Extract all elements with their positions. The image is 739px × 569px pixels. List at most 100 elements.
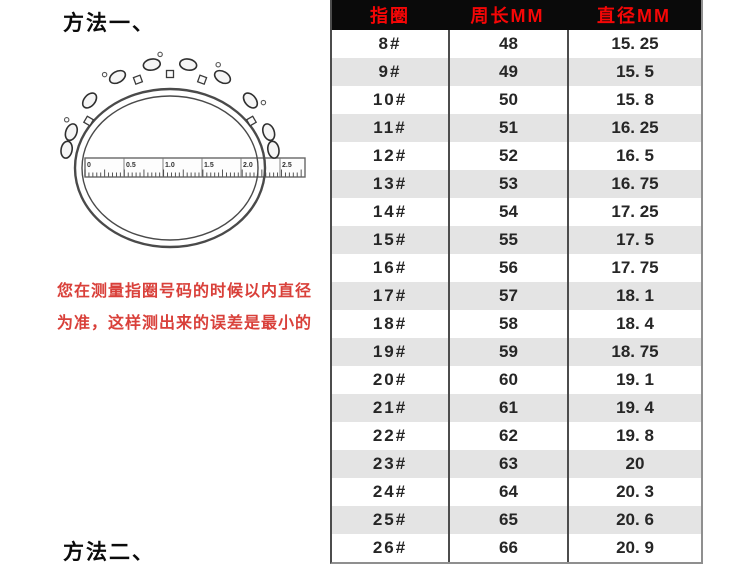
svg-text:0: 0: [87, 162, 91, 169]
diameter-cell: 16. 5: [567, 142, 701, 170]
note-line-2: 为准，这样测出来的误差是最小的: [57, 315, 313, 332]
ruler-cells: 0 0.5 1.0 1.5 2.0 2.5: [87, 158, 292, 177]
ruler: 0 0.5 1.0 1.5 2.0 2.5: [84, 157, 306, 178]
ring-with-ruler-illustration: 0 0.5 1.0 1.5 2.0 2.5: [60, 51, 306, 249]
diameter-cell: 20: [567, 450, 701, 478]
svg-text:1.5: 1.5: [204, 162, 214, 169]
ring-size-cell: 18#: [372, 314, 408, 333]
diameter-cell: 16. 75: [567, 170, 701, 198]
ring-size-cell: 23#: [372, 454, 408, 473]
circumference-cell: 61: [448, 394, 567, 422]
table-row: 11# 51 16. 25: [332, 114, 701, 142]
diameter-cell: 18. 1: [567, 282, 701, 310]
table-row: 10# 50 15. 8: [332, 86, 701, 114]
method-one-heading: 方法一、: [63, 12, 155, 35]
ring-size-cell: 9#: [378, 62, 402, 81]
circumference-cell: 51: [448, 114, 567, 142]
diameter-cell: 17. 75: [567, 254, 701, 282]
circumference-cell: 48: [448, 30, 567, 58]
circumference-cell: 53: [448, 170, 567, 198]
table-row: 8# 48 15. 25: [332, 30, 701, 58]
circumference-cell: 66: [448, 534, 567, 562]
method-two-heading: 方法二、: [63, 541, 155, 564]
table-row: 25# 65 20. 6: [332, 506, 701, 534]
diameter-cell: 18. 4: [567, 310, 701, 338]
ring-size-cell: 24#: [372, 482, 408, 501]
header-diameter: 直径MM: [597, 6, 671, 26]
gem-cluster: [60, 51, 280, 159]
diameter-cell: 20. 3: [567, 478, 701, 506]
svg-text:2.0: 2.0: [243, 162, 253, 169]
ring-size-cell: 8#: [378, 34, 402, 53]
table-row: 26# 66 20. 9: [332, 534, 701, 562]
table-row: 15# 55 17. 5: [332, 226, 701, 254]
table-row: 19# 59 18. 75: [332, 338, 701, 366]
circumference-cell: 49: [448, 58, 567, 86]
diameter-cell: 15. 5: [567, 58, 701, 86]
ring-size-cell: 21#: [372, 398, 408, 417]
ring-size-cell: 11#: [373, 118, 407, 137]
table-row: 12# 52 16. 5: [332, 142, 701, 170]
diameter-cell: 20. 9: [567, 534, 701, 562]
ring-size-cell: 20#: [372, 370, 408, 389]
table-row: 24# 64 20. 3: [332, 478, 701, 506]
ring-size-cell: 19#: [372, 342, 408, 361]
circumference-cell: 59: [448, 338, 567, 366]
ring-size-table: 指圈 周长MM 直径MM 8# 48 15. 25 9# 49 15. 5 10…: [330, 0, 703, 564]
circumference-cell: 62: [448, 422, 567, 450]
header-circumference: 周长MM: [470, 6, 545, 26]
circumference-cell: 58: [448, 310, 567, 338]
circumference-cell: 55: [448, 226, 567, 254]
diameter-cell: 17. 25: [567, 198, 701, 226]
circumference-cell: 63: [448, 450, 567, 478]
table-row: 18# 58 18. 4: [332, 310, 701, 338]
ring-size-cell: 14#: [372, 202, 408, 221]
table-row: 22# 62 19. 8: [332, 422, 701, 450]
svg-text:2.5: 2.5: [282, 162, 292, 169]
circumference-cell: 65: [448, 506, 567, 534]
measurement-note: 您在测量指圈号码的时候以内直径 为准，这样测出来的误差是最小的: [57, 276, 325, 340]
table-row: 13# 53 16. 75: [332, 170, 701, 198]
table-row: 20# 60 19. 1: [332, 366, 701, 394]
ring-size-cell: 10#: [372, 90, 408, 109]
ring-size-cell: 12#: [372, 146, 408, 165]
ring-size-cell: 15#: [372, 230, 408, 249]
table-row: 23# 63 20: [332, 450, 701, 478]
header-ring-size: 指圈: [370, 6, 410, 26]
table-header-row: 指圈 周长MM 直径MM: [332, 0, 701, 30]
circumference-cell: 52: [448, 142, 567, 170]
table-row: 16# 56 17. 75: [332, 254, 701, 282]
table-row: 17# 57 18. 1: [332, 282, 701, 310]
ring-size-cell: 16#: [372, 258, 408, 277]
diameter-cell: 19. 4: [567, 394, 701, 422]
circumference-cell: 50: [448, 86, 567, 114]
ring-size-cell: 25#: [372, 510, 408, 529]
ring-size-cell: 26#: [372, 538, 408, 557]
ruler-ticks: [84, 169, 302, 177]
circumference-cell: 60: [448, 366, 567, 394]
diameter-cell: 15. 25: [567, 30, 701, 58]
svg-text:0.5: 0.5: [126, 162, 136, 169]
ring-size-cell: 13#: [372, 174, 408, 193]
svg-text:1.0: 1.0: [165, 162, 175, 169]
diameter-cell: 19. 8: [567, 422, 701, 450]
diameter-cell: 16. 25: [567, 114, 701, 142]
diameter-cell: 17. 5: [567, 226, 701, 254]
circumference-cell: 57: [448, 282, 567, 310]
table-row: 14# 54 17. 25: [332, 198, 701, 226]
note-line-1: 您在测量指圈号码的时候以内直径: [57, 283, 313, 300]
ring-size-cell: 22#: [372, 426, 408, 445]
diameter-cell: 18. 75: [567, 338, 701, 366]
circumference-cell: 54: [448, 198, 567, 226]
diameter-cell: 15. 8: [567, 86, 701, 114]
table-row: 21# 61 19. 4: [332, 394, 701, 422]
diameter-cell: 20. 6: [567, 506, 701, 534]
circumference-cell: 64: [448, 478, 567, 506]
ring-size-cell: 17#: [372, 286, 408, 305]
ring-band: [73, 87, 267, 249]
circumference-cell: 56: [448, 254, 567, 282]
diameter-cell: 19. 1: [567, 366, 701, 394]
table-rows: 8# 48 15. 25 9# 49 15. 5 10# 50 15. 8 11…: [332, 30, 701, 562]
table-row: 9# 49 15. 5: [332, 58, 701, 86]
